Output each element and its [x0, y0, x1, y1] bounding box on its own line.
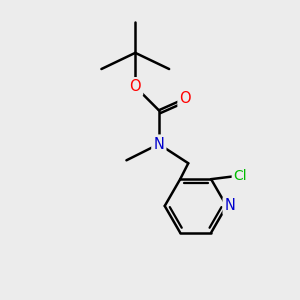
Text: N: N — [153, 136, 164, 152]
Text: O: O — [179, 91, 191, 106]
Text: Cl: Cl — [234, 169, 248, 183]
Text: N: N — [225, 198, 236, 213]
Text: O: O — [130, 79, 141, 94]
